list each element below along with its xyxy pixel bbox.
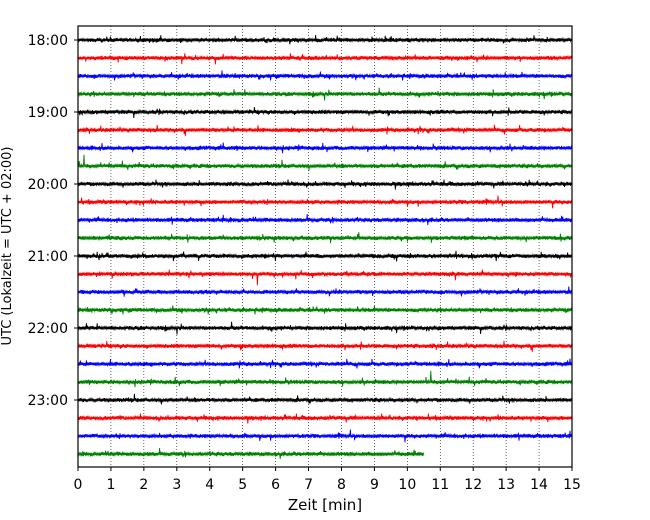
y-tick-label: 19:00 [28, 105, 68, 121]
trace-2215 [77, 340, 573, 352]
trace-1915 [77, 124, 573, 136]
y-tick-label: 21:00 [28, 249, 68, 265]
trace-2315 [77, 413, 573, 424]
x-axis-ticks: 0 1 2 3 4 5 6 7 8 9 10 11 12 13 14 15 [74, 467, 581, 493]
trace-2130 [77, 286, 573, 297]
trace-2245 [77, 370, 573, 388]
y-tick-label: 23:00 [28, 393, 68, 409]
plot-frame [77, 25, 573, 468]
x-tick-label: 11 [431, 477, 449, 493]
x-tick-label: 2 [139, 477, 148, 493]
x-tick-label: 8 [337, 477, 346, 493]
x-tick-label: 7 [304, 477, 313, 493]
trace-2015 [77, 195, 573, 209]
trace-2200 [77, 321, 573, 335]
trace-1815 [77, 53, 573, 65]
x-tick-label: 10 [398, 477, 416, 493]
trace-2030 [77, 213, 573, 225]
x-axis-label: Zeit [min] [288, 496, 362, 514]
trace-2115 [77, 269, 573, 286]
x-tick-label: 9 [370, 477, 379, 493]
trace-1800 [77, 35, 573, 45]
trace-1945 [77, 154, 573, 171]
y-tick-label: 18:00 [28, 33, 68, 49]
trace-1930 [77, 142, 573, 154]
x-tick-label: 3 [172, 477, 181, 493]
trace-2345 [77, 447, 425, 459]
y-tick-label: 22:00 [28, 321, 68, 337]
x-tick-label: 12 [464, 477, 482, 493]
trace-1900 [77, 107, 573, 119]
trace-1830 [77, 70, 573, 81]
y-tick-label: 20:00 [28, 177, 68, 193]
trace-2300 [77, 393, 573, 405]
x-tick-label: 13 [497, 477, 515, 493]
y-axis-label: UTC (Lokalzeit = UTC + 02:00) [0, 147, 15, 346]
trace-1845 [77, 87, 573, 101]
trace-group [77, 35, 573, 459]
y-axis-ticks: 18:00 19:00 20:00 21:00 22:00 23:00 [28, 33, 78, 409]
x-tick-label: 4 [205, 477, 214, 493]
trace-2000 [77, 179, 573, 190]
x-tick-label: 14 [530, 477, 548, 493]
trace-2100 [77, 250, 573, 262]
x-tick-label: 1 [106, 477, 115, 493]
x-tick-label: 5 [238, 477, 247, 493]
trace-2330 [77, 429, 573, 443]
trace-2230 [77, 358, 573, 369]
x-tick-label: 6 [271, 477, 280, 493]
trace-2145 [77, 305, 573, 315]
x-tick-label: 0 [74, 477, 83, 493]
x-tick-label: 15 [563, 477, 581, 493]
trace-2045 [77, 232, 573, 244]
